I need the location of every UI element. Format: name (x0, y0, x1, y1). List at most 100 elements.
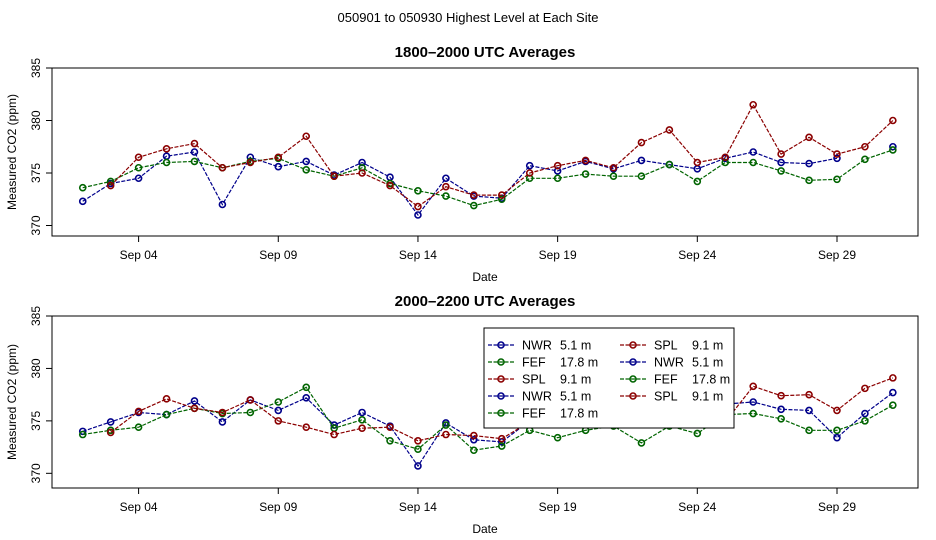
data-point-nwr (274, 406, 283, 415)
data-point-nwr (889, 388, 897, 397)
legend-label: SPL (654, 390, 678, 404)
data-point-nwr (525, 161, 534, 170)
data-point-fef (386, 437, 394, 445)
data-point-spl (861, 384, 869, 393)
data-point-fef (777, 414, 785, 423)
plot-frame (51, 315, 919, 489)
legend-label: NWR (522, 339, 552, 353)
data-point-spl (358, 169, 366, 177)
data-point-nwr (442, 174, 450, 183)
data-point-fef (302, 166, 311, 174)
x-tick-label: Sep 09 (259, 500, 297, 514)
legend-entry: FEF 17.8 m (488, 356, 598, 370)
legend-label: SPL (654, 339, 678, 353)
x-tick-label: Sep 29 (818, 248, 856, 262)
x-axis-label: Date (472, 270, 498, 284)
data-point-fef (78, 430, 87, 439)
data-point-nwr (414, 211, 422, 219)
data-point-fef (581, 170, 590, 178)
legend-entry: FEF 17.8 m (620, 373, 730, 387)
x-tick-label: Sep 04 (120, 248, 158, 262)
y-tick-label: 385 (29, 306, 43, 326)
data-point-nwr (470, 435, 478, 444)
legend-entry: NWR 5.1 m (620, 356, 723, 370)
data-point-fef (861, 155, 869, 164)
data-point-fef (553, 174, 562, 183)
data-point-fef (693, 429, 702, 438)
data-point-fef (497, 195, 506, 204)
data-point-spl (302, 132, 311, 141)
data-point-nwr (777, 158, 785, 167)
figure-suptitle: 050901 to 050930 Highest Level at Each S… (337, 10, 599, 25)
y-axis-label: Measured CO2 (ppm) (5, 94, 19, 210)
data-point-spl (749, 100, 757, 109)
data-point-fef (246, 408, 255, 417)
data-point-fef (442, 192, 450, 200)
data-point-fef (805, 426, 813, 435)
data-point-spl (414, 437, 422, 445)
series-line-spl (110, 366, 894, 442)
y-tick-label: 385 (29, 58, 43, 78)
data-point-nwr (134, 174, 143, 183)
data-point-fef (470, 201, 478, 210)
data-point-spl (553, 161, 562, 170)
data-point-spl (805, 390, 813, 399)
legend-height: 9.1 m (692, 339, 723, 353)
data-point-spl (190, 404, 199, 413)
data-point-fef (889, 401, 897, 409)
data-point-nwr (861, 409, 869, 418)
data-point-spl (218, 163, 227, 172)
data-point-spl (805, 133, 813, 142)
data-point-spl (442, 182, 450, 191)
legend-entry: FEF 17.8 m (488, 407, 598, 421)
data-point-nwr (805, 406, 813, 415)
data-point-fef (414, 187, 422, 195)
data-point-spl (246, 158, 255, 167)
series-fef (78, 146, 897, 210)
data-point-spl (106, 181, 115, 190)
data-point-spl (581, 156, 590, 165)
data-point-fef (302, 383, 311, 392)
x-tick-label: Sep 09 (259, 248, 297, 262)
series-line-fef (82, 149, 894, 207)
data-point-nwr (302, 157, 311, 166)
data-point-spl (749, 382, 757, 391)
data-point-nwr (190, 148, 199, 156)
x-tick-label: Sep 24 (678, 248, 716, 262)
legend-height: 5.1 m (560, 339, 591, 353)
data-point-spl (609, 163, 618, 172)
panel-1: 1800–2000 UTC Averages 370 375 380 385 Sep 04… (5, 44, 919, 284)
data-point-fef (134, 423, 143, 431)
series-spl (106, 100, 897, 211)
data-point-spl (106, 428, 115, 437)
data-point-fef (190, 157, 199, 166)
data-point-fef (805, 176, 813, 185)
legend-swatch-marker (497, 409, 505, 417)
x-tick-label: Sep 19 (539, 248, 577, 262)
legend-swatch-marker (497, 358, 505, 366)
data-point-spl (358, 424, 366, 433)
data-point-spl (497, 191, 506, 199)
data-point-spl (218, 408, 227, 417)
legend-swatch-marker (629, 358, 637, 366)
data-point-fef (861, 417, 869, 425)
data-point-fef (889, 146, 897, 154)
data-point-fef (162, 158, 171, 167)
data-point-spl (470, 431, 478, 440)
legend-entry: NWR 5.1 m (488, 339, 591, 353)
data-point-spl (162, 145, 171, 153)
data-point-fef (274, 398, 283, 406)
data-point-fef (777, 167, 785, 175)
data-point-spl (777, 150, 785, 158)
x-tick-label: Sep 24 (678, 500, 716, 514)
data-point-fef (553, 433, 562, 442)
data-point-spl (889, 374, 897, 382)
data-point-nwr (749, 148, 757, 156)
x-tick-label: Sep 14 (399, 500, 437, 514)
y-tick-label: 380 (29, 358, 43, 378)
data-point-nwr (805, 159, 813, 168)
data-point-nwr (274, 162, 283, 171)
legend-label: FEF (522, 356, 546, 370)
